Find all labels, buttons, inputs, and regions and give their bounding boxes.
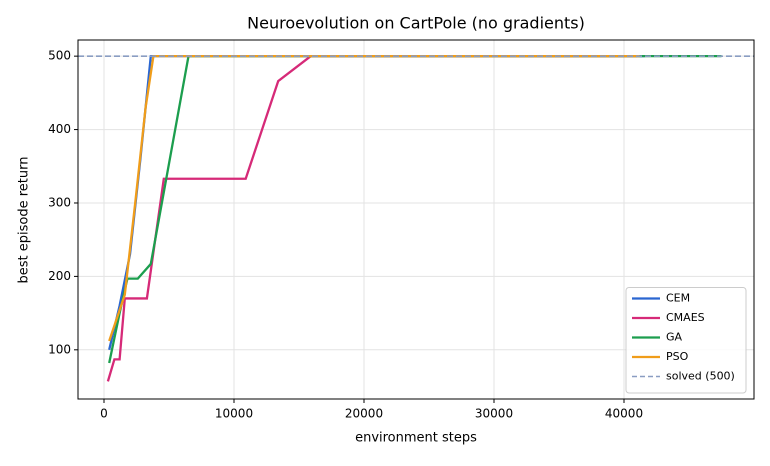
series-line — [106, 55, 637, 382]
x-tick-label: 10000 — [215, 407, 253, 421]
chart-title: Neuroevolution on CartPole (no gradients… — [247, 14, 585, 33]
y-tick-label: 300 — [48, 195, 71, 209]
x-axis-label: environment steps — [355, 431, 477, 446]
y-tick-label: 100 — [48, 342, 71, 356]
y-tick-label: 400 — [48, 122, 71, 136]
x-tick-label: 40000 — [605, 407, 643, 421]
legend-label: CEM — [666, 292, 690, 305]
legend-label: GA — [666, 331, 683, 344]
y-tick-label: 500 — [48, 49, 71, 63]
series-line — [108, 55, 640, 342]
x-tick-label: 20000 — [345, 407, 383, 421]
legend-box — [625, 287, 747, 394]
x-tick-label: 0 — [100, 407, 108, 421]
y-tick-label: 200 — [48, 269, 71, 283]
legend-label: CMAES — [666, 311, 705, 324]
legend-label: solved (500) — [666, 370, 735, 383]
y-axis-label: best episode return — [17, 157, 32, 284]
plot-frame — [77, 39, 755, 400]
legend-label: PSO — [666, 350, 689, 363]
x-tick-label: 30000 — [475, 407, 513, 421]
